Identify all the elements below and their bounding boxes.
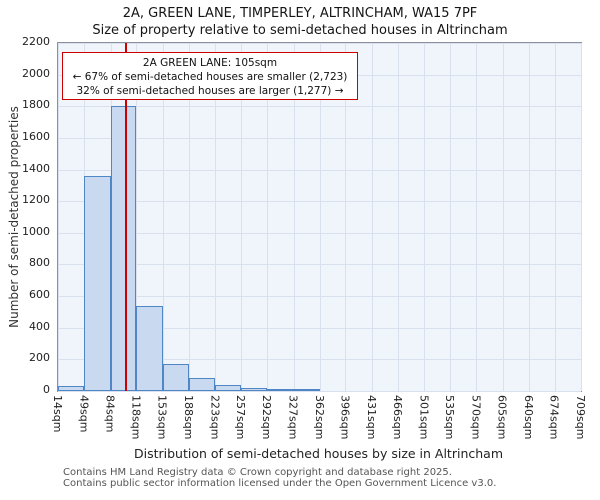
gridline-vertical	[424, 43, 426, 391]
gridline-vertical	[136, 43, 138, 391]
plot-area	[57, 42, 582, 392]
marker-annotation: 2A GREEN LANE: 105sqm ← 67% of semi-deta…	[62, 52, 358, 100]
gridline-vertical	[450, 43, 452, 391]
chart-subtitle: Size of property relative to semi-detach…	[92, 23, 508, 38]
gridline-vertical	[293, 43, 295, 391]
histogram-bar	[162, 364, 189, 391]
y-tick-label: 400	[29, 319, 50, 333]
x-tick-label: 84sqm	[103, 395, 117, 433]
histogram-bar	[293, 389, 320, 391]
x-tick-label: 431sqm	[364, 395, 378, 440]
annotation-title: 2A GREEN LANE: 105sqm	[142, 57, 278, 69]
x-tick-label: 501sqm	[417, 395, 431, 440]
y-tick-label: 2000	[22, 66, 50, 80]
y-tick-label: 1200	[22, 193, 50, 207]
gridline-vertical	[58, 43, 59, 391]
annotation-smaller-line: ← 67% of semi-detached houses are smalle…	[72, 71, 348, 84]
x-tick-label: 709sqm	[574, 395, 587, 440]
x-tick-label: 640sqm	[522, 395, 536, 440]
histogram-bar	[110, 106, 137, 391]
y-tick-label: 0	[43, 383, 50, 396]
x-tick-label: 118sqm	[129, 395, 143, 440]
x-tick-label: 292sqm	[260, 395, 274, 440]
gridline-vertical	[529, 43, 531, 391]
gridline-horizontal	[58, 137, 581, 139]
histogram-bar	[267, 389, 294, 391]
x-axis-label: Distribution of semi-detached houses by …	[133, 446, 504, 461]
histogram-bar	[188, 378, 216, 391]
x-tick-label: 570sqm	[469, 395, 483, 440]
x-tick-label: 188sqm	[181, 395, 195, 440]
gridline-vertical	[476, 43, 478, 391]
histogram-bar	[136, 305, 163, 391]
gridline-horizontal	[58, 201, 581, 203]
gridline-vertical	[319, 43, 321, 391]
gridline-horizontal	[58, 327, 581, 329]
gridline-vertical	[215, 43, 217, 391]
x-tick-label: 327sqm	[286, 395, 300, 440]
gridline-vertical	[554, 43, 556, 391]
x-tick-label: 466sqm	[391, 395, 405, 440]
y-tick-label: 800	[29, 256, 50, 270]
x-tick-label: 396sqm	[338, 395, 352, 440]
y-tick-label: 1800	[22, 98, 50, 112]
gridline-horizontal	[58, 296, 581, 298]
histogram-bar	[215, 385, 241, 391]
gridline-vertical	[398, 43, 400, 391]
x-tick-label: 362sqm	[312, 395, 326, 440]
y-tick-label: 1600	[22, 129, 50, 143]
x-tick-label: 674sqm	[547, 395, 561, 440]
x-tick-label: 49sqm	[77, 395, 91, 433]
footer-line-1: Contains HM Land Registry data © Crown c…	[63, 467, 452, 478]
property-size-marker-line	[125, 43, 128, 391]
annotation-larger-line: 32% of semi-detached houses are larger (…	[76, 85, 344, 98]
gridline-vertical	[345, 43, 347, 391]
gridline-vertical	[581, 43, 582, 391]
footer-line-2: Contains public sector information licen…	[63, 477, 497, 489]
gridline-horizontal	[58, 43, 581, 44]
gridline-vertical	[162, 43, 164, 391]
y-tick-label: 1000	[22, 224, 50, 238]
gridline-horizontal	[58, 169, 581, 171]
gridline-horizontal	[58, 359, 581, 361]
attribution-footer: Contains HM Land Registry data © Crown c…	[63, 467, 497, 490]
gridline-horizontal	[58, 106, 581, 108]
x-tick-label: 257sqm	[233, 395, 247, 440]
x-tick-label: 535sqm	[443, 395, 457, 440]
y-tick-label: 200	[29, 351, 50, 365]
x-tick-label: 605sqm	[495, 395, 509, 440]
x-tick-label: 153sqm	[155, 395, 169, 440]
chart-title: 2A, GREEN LANE, TIMPERLEY, ALTRINCHAM, W…	[122, 6, 478, 21]
gridline-horizontal	[58, 232, 581, 234]
gridline-vertical	[502, 43, 504, 391]
histogram-bar	[240, 387, 268, 391]
gridline-vertical	[267, 43, 269, 391]
gridline-horizontal	[58, 264, 581, 266]
x-tick-label: 223sqm	[208, 395, 222, 440]
gridline-vertical	[371, 43, 373, 391]
gridline-vertical	[188, 43, 190, 391]
gridline-horizontal	[58, 391, 581, 392]
y-tick-label: 600	[29, 288, 50, 302]
gridline-vertical	[240, 43, 242, 391]
histogram-bar	[58, 386, 85, 391]
y-tick-label: 2200	[22, 35, 50, 48]
y-tick-label: 1400	[22, 161, 50, 175]
histogram-bar	[84, 175, 111, 391]
x-tick-label: 14sqm	[51, 395, 64, 433]
